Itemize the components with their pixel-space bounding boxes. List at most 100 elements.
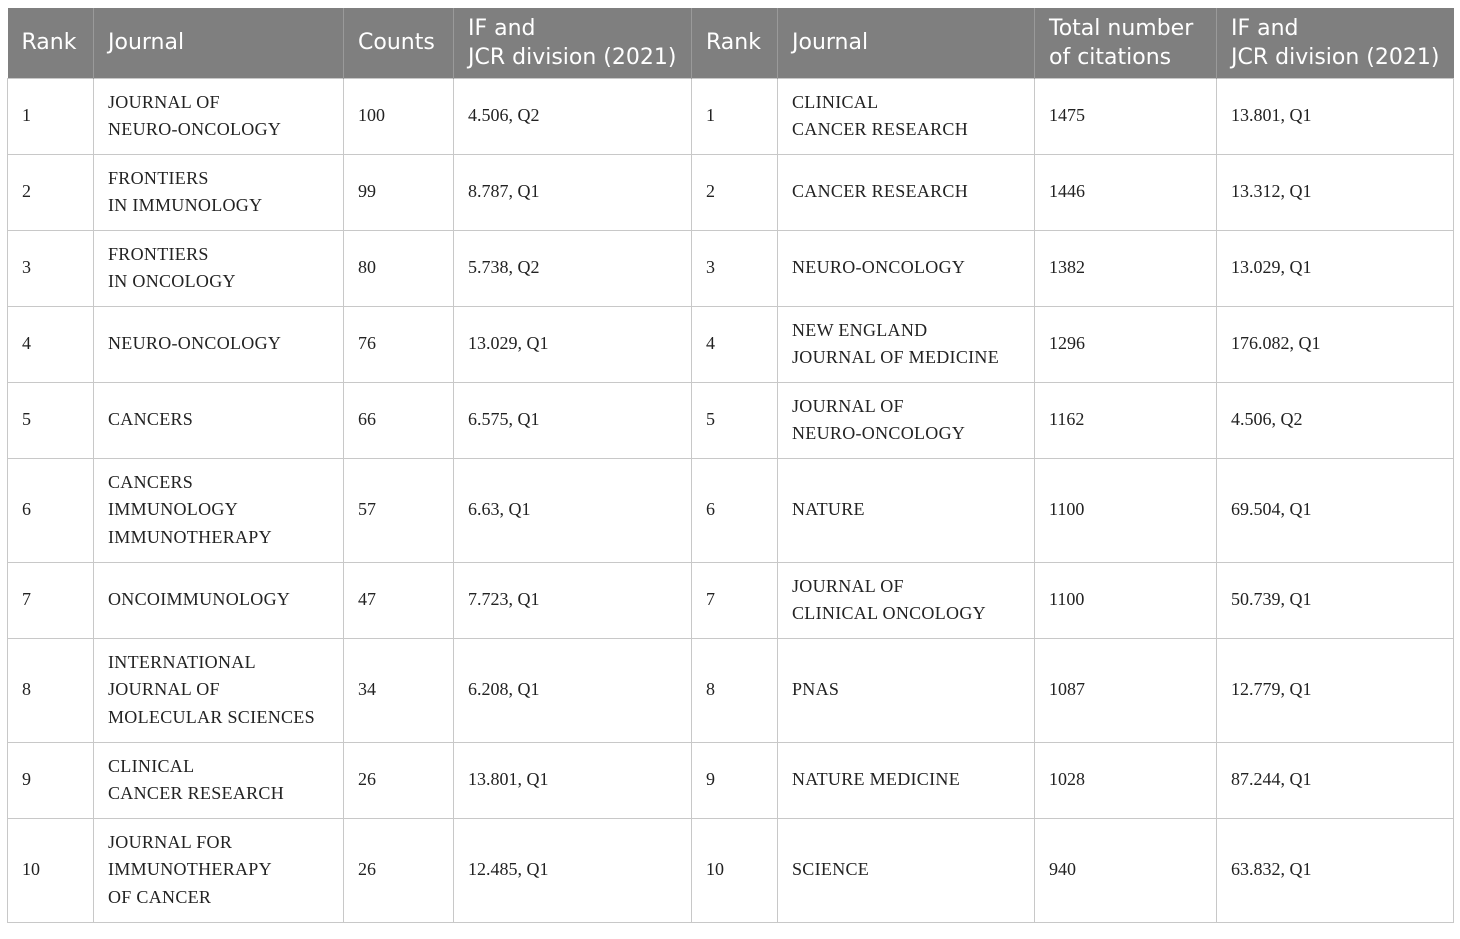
if-jcr-cell: 6.575, Q1 <box>453 381 692 459</box>
header-counts: Counts <box>343 8 454 78</box>
journal-cell: CANCERS <box>93 381 344 459</box>
if-jcr-cell: 5.738, Q2 <box>453 229 692 307</box>
journal-table-container: Rank Journal Counts IF and JCR division … <box>7 8 1454 923</box>
if-jcr-cell: 6.208, Q1 <box>453 637 692 743</box>
header-journal: Journal <box>93 8 344 78</box>
header-if-jcr-cited: IF and JCR division (2021) <box>1216 8 1454 78</box>
rank-cited-cell: 4 <box>691 305 778 383</box>
rank-cited-cell: 8 <box>691 637 778 743</box>
rank-cell: 10 <box>7 817 94 923</box>
rank-cited-cell: 5 <box>691 381 778 459</box>
journal-cited-cell: CANCER RESEARCH <box>777 153 1035 231</box>
rank-cell: 9 <box>7 741 94 819</box>
if-jcr-cited-cell: 176.082, Q1 <box>1216 305 1454 383</box>
table-row: 1 JOURNAL OF NEURO-ONCOLOGY 100 4.506, Q… <box>7 77 1454 155</box>
table-row: 3 FRONTIERS IN ONCOLOGY 80 5.738, Q2 3 N… <box>7 229 1454 307</box>
rank-cited-cell: 3 <box>691 229 778 307</box>
counts-cell: 47 <box>343 561 454 639</box>
if-jcr-cell: 8.787, Q1 <box>453 153 692 231</box>
if-jcr-cited-cell: 69.504, Q1 <box>1216 457 1454 563</box>
journal-cited-cell: NEW ENGLAND JOURNAL OF MEDICINE <box>777 305 1035 383</box>
journal-cited-cell: NATURE MEDICINE <box>777 741 1035 819</box>
if-jcr-cited-cell: 4.506, Q2 <box>1216 381 1454 459</box>
citations-cell: 1296 <box>1034 305 1217 383</box>
journal-cell: FRONTIERS IN IMMUNOLOGY <box>93 153 344 231</box>
if-jcr-cell: 6.63, Q1 <box>453 457 692 563</box>
journal-cited-cell: NATURE <box>777 457 1035 563</box>
header-total-citations: Total number of citations <box>1034 8 1217 78</box>
counts-cell: 26 <box>343 817 454 923</box>
rank-cited-cell: 6 <box>691 457 778 563</box>
rank-cell: 3 <box>7 229 94 307</box>
citations-cell: 1100 <box>1034 561 1217 639</box>
if-jcr-cell: 7.723, Q1 <box>453 561 692 639</box>
counts-cell: 57 <box>343 457 454 563</box>
if-jcr-cited-cell: 13.312, Q1 <box>1216 153 1454 231</box>
journal-cell: JOURNAL OF NEURO-ONCOLOGY <box>93 77 344 155</box>
rank-cell: 5 <box>7 381 94 459</box>
journal-cited-cell: PNAS <box>777 637 1035 743</box>
journal-ranking-table: Rank Journal Counts IF and JCR division … <box>7 8 1454 923</box>
table-row: 5 CANCERS 66 6.575, Q1 5 JOURNAL OF NEUR… <box>7 381 1454 459</box>
table-row: 8 INTERNATIONAL JOURNAL OF MOLECULAR SCI… <box>7 637 1454 743</box>
counts-cell: 80 <box>343 229 454 307</box>
if-jcr-cited-cell: 13.029, Q1 <box>1216 229 1454 307</box>
rank-cell: 6 <box>7 457 94 563</box>
counts-cell: 26 <box>343 741 454 819</box>
counts-cell: 76 <box>343 305 454 383</box>
counts-cell: 99 <box>343 153 454 231</box>
if-jcr-cited-cell: 63.832, Q1 <box>1216 817 1454 923</box>
journal-cited-cell: JOURNAL OF CLINICAL ONCOLOGY <box>777 561 1035 639</box>
citations-cell: 1475 <box>1034 77 1217 155</box>
table-row: 10 JOURNAL FOR IMMUNOTHERAPY OF CANCER 2… <box>7 817 1454 923</box>
journal-cell: JOURNAL FOR IMMUNOTHERAPY OF CANCER <box>93 817 344 923</box>
journal-cell: INTERNATIONAL JOURNAL OF MOLECULAR SCIEN… <box>93 637 344 743</box>
if-jcr-cited-cell: 50.739, Q1 <box>1216 561 1454 639</box>
rank-cell: 7 <box>7 561 94 639</box>
journal-cited-cell: SCIENCE <box>777 817 1035 923</box>
table-row: 2 FRONTIERS IN IMMUNOLOGY 99 8.787, Q1 2… <box>7 153 1454 231</box>
citations-cell: 1100 <box>1034 457 1217 563</box>
rank-cell: 8 <box>7 637 94 743</box>
counts-cell: 66 <box>343 381 454 459</box>
header-row: Rank Journal Counts IF and JCR division … <box>7 8 1454 78</box>
counts-cell: 100 <box>343 77 454 155</box>
table-row: 6 CANCERS IMMUNOLOGY IMMUNOTHERAPY 57 6.… <box>7 457 1454 563</box>
rank-cited-cell: 10 <box>691 817 778 923</box>
journal-cell: NEURO-ONCOLOGY <box>93 305 344 383</box>
journal-cell: CLINICAL CANCER RESEARCH <box>93 741 344 819</box>
rank-cell: 2 <box>7 153 94 231</box>
table-row: 9 CLINICAL CANCER RESEARCH 26 13.801, Q1… <box>7 741 1454 819</box>
if-jcr-cited-cell: 13.801, Q1 <box>1216 77 1454 155</box>
header-rank-cited: Rank <box>691 8 778 78</box>
if-jcr-cell: 12.485, Q1 <box>453 817 692 923</box>
rank-cited-cell: 7 <box>691 561 778 639</box>
citations-cell: 1446 <box>1034 153 1217 231</box>
table-row: 7 ONCOIMMUNOLOGY 47 7.723, Q1 7 JOURNAL … <box>7 561 1454 639</box>
if-jcr-cited-cell: 12.779, Q1 <box>1216 637 1454 743</box>
journal-cited-cell: JOURNAL OF NEURO-ONCOLOGY <box>777 381 1035 459</box>
rank-cell: 1 <box>7 77 94 155</box>
header-journal-cited: Journal <box>777 8 1035 78</box>
if-jcr-cell: 4.506, Q2 <box>453 77 692 155</box>
table-row: 4 NEURO-ONCOLOGY 76 13.029, Q1 4 NEW ENG… <box>7 305 1454 383</box>
rank-cell: 4 <box>7 305 94 383</box>
rank-cited-cell: 1 <box>691 77 778 155</box>
rank-cited-cell: 2 <box>691 153 778 231</box>
citations-cell: 1087 <box>1034 637 1217 743</box>
counts-cell: 34 <box>343 637 454 743</box>
header-if-jcr: IF and JCR division (2021) <box>453 8 692 78</box>
citations-cell: 1382 <box>1034 229 1217 307</box>
if-jcr-cell: 13.801, Q1 <box>453 741 692 819</box>
journal-cited-cell: NEURO-ONCOLOGY <box>777 229 1035 307</box>
header-rank: Rank <box>7 8 94 78</box>
rank-cited-cell: 9 <box>691 741 778 819</box>
journal-cell: CANCERS IMMUNOLOGY IMMUNOTHERAPY <box>93 457 344 563</box>
citations-cell: 1028 <box>1034 741 1217 819</box>
journal-cited-cell: CLINICAL CANCER RESEARCH <box>777 77 1035 155</box>
journal-cell: FRONTIERS IN ONCOLOGY <box>93 229 344 307</box>
if-jcr-cited-cell: 87.244, Q1 <box>1216 741 1454 819</box>
citations-cell: 940 <box>1034 817 1217 923</box>
if-jcr-cell: 13.029, Q1 <box>453 305 692 383</box>
citations-cell: 1162 <box>1034 381 1217 459</box>
